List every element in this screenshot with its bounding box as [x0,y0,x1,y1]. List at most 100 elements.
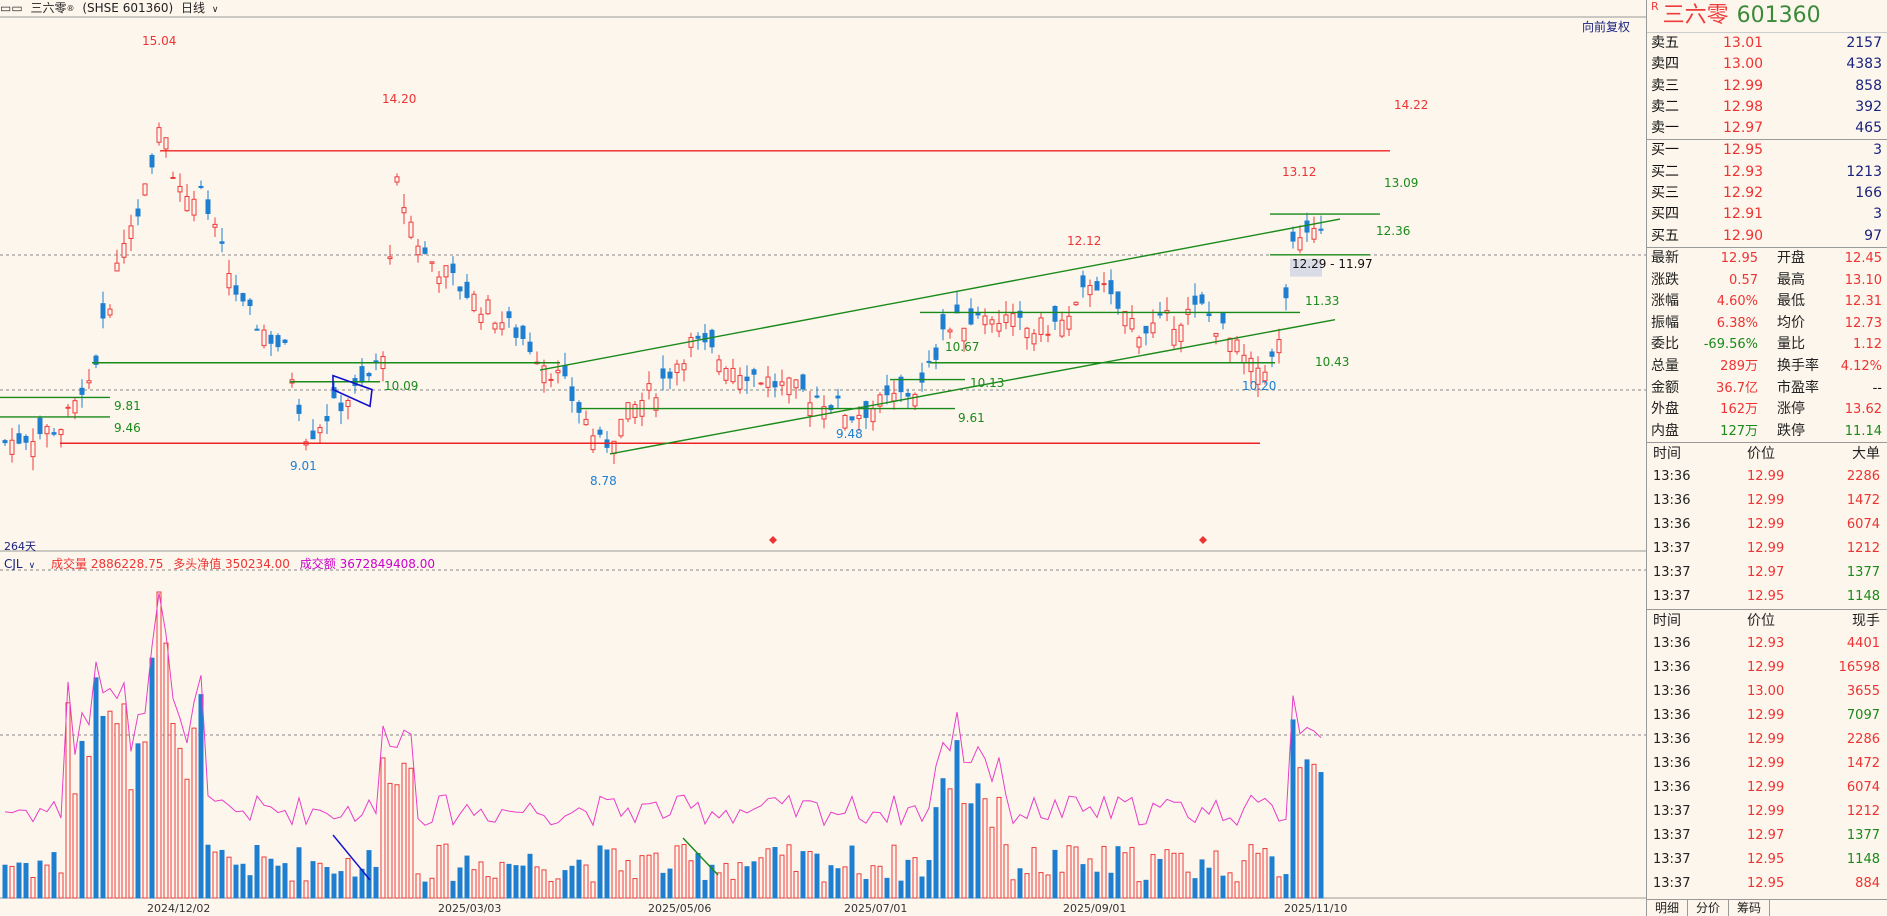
quote-value: 4.60% [1716,294,1758,310]
volume-bar-down [1290,719,1296,899]
sell-row[interactable]: 卖一 12.97 465 [1647,118,1887,139]
buy-row[interactable]: 买五 12.90 97 [1647,226,1887,247]
tick-row[interactable]: 13:37 12.99 1212 [1647,537,1887,561]
tick-row[interactable]: 13:36 12.99 16598 [1647,656,1887,680]
volume-bar-up [716,872,722,899]
chevron-down-icon: ∨ [209,5,219,15]
tick-row[interactable]: 13:37 12.97 1377 [1647,561,1887,585]
sell-row[interactable]: 卖四 13.00 4383 [1647,54,1887,75]
candle-up [982,315,988,326]
quote-row: 涨幅 4.60% 最低 12.31 [1647,291,1887,313]
tick-row[interactable]: 13:36 12.99 1472 [1647,489,1887,513]
buy-volume: 3 [1873,206,1882,223]
candle-up [723,368,729,381]
candle-up [1101,283,1107,286]
buy-row[interactable]: 买三 12.92 166 [1647,183,1887,204]
buy-row[interactable]: 买四 12.91 3 [1647,204,1887,225]
tick-row[interactable]: 13:37 12.95 1148 [1647,848,1887,872]
candle-down [660,368,666,379]
candle-down [233,285,239,295]
tick-row[interactable]: 13:37 12.97 1377 [1647,824,1887,848]
low-label: 8.78 [590,474,617,488]
stock-code: (SHSE 601360) [82,1,174,15]
sell-volume: 858 [1855,77,1882,94]
candle-up [44,425,50,435]
line-price-label: 10.43 [1315,355,1349,369]
volume-bar-down [359,868,365,899]
kline-chart-area[interactable]: 15.04 14.20 12.12 13.12 9.01 8.78 9.48 10.20 14.… [0,0,1646,916]
kline-chart-svg[interactable]: 15.04 14.20 12.12 13.12 9.01 8.78 9.48 10.20 14.… [0,0,1646,916]
volume-bar-up [1003,844,1009,899]
candle-down [51,432,57,435]
tick-row[interactable]: 13:36 12.93 4401 [1647,632,1887,656]
sell-row[interactable]: 卖五 13.01 2157 [1647,33,1887,54]
volume-bar-up [1045,874,1051,899]
tab-price-distribution[interactable]: 分价 [1688,900,1730,916]
volume-bar-up [128,789,134,899]
candle-up [9,439,15,455]
candle-down [863,401,869,418]
period-select[interactable]: 日线 ∨ [181,1,219,15]
tick-row[interactable]: 13:37 12.95 884 [1647,872,1887,896]
col-volume: 现手 [1852,613,1880,630]
tab-detail[interactable]: 明细 [1647,900,1689,916]
candle-down [1052,306,1058,322]
buy-price: 12.93 [1723,163,1764,180]
volume-bar-up [345,857,351,899]
tick-row[interactable]: 13:36 12.99 2286 [1647,728,1887,752]
volume-bar-up [499,861,505,899]
high-label: 12.12 [1067,234,1101,248]
candle-up [121,242,127,258]
date-label: 2025/07/01 [844,902,908,915]
tick-time: 13:37 [1653,828,1691,844]
sell-row[interactable]: 卖三 12.99 858 [1647,76,1887,97]
sell-label: 卖四 [1651,56,1679,73]
buy-row[interactable]: 买二 12.93 1213 [1647,162,1887,183]
candle-up [443,265,449,278]
candle-down [1115,291,1121,309]
volume-bar-down [373,866,379,899]
tick-time: 13:36 [1653,732,1691,748]
volume-bar-down [1206,867,1212,899]
volume-bar-up [618,870,624,899]
tick-price: 12.99 [1747,780,1785,796]
volume-bar-down [205,844,211,899]
restore-price-button[interactable]: 向前复权 [1582,20,1631,34]
indicator-select[interactable]: CJL ∨ [4,557,36,571]
quote-stats: 最新 12.95 开盘 12.45 涨跌 0.57 最高 13.10 涨幅 4.60% 最低 12.3… [1647,246,1887,442]
volume-bar-up [1171,852,1177,899]
tick-row[interactable]: 13:36 12.99 6074 [1647,776,1887,800]
buy-row[interactable]: 买一 12.95 3 [1647,139,1887,161]
sell-volume: 2157 [1846,35,1882,51]
tick-row[interactable]: 13:36 12.99 1472 [1647,752,1887,776]
tick-row[interactable]: 13:36 12.99 2286 [1647,465,1887,489]
volume-bar-down [331,873,337,899]
quote-value: 0.57 [1729,272,1758,288]
volume-bar-up [142,741,148,899]
quote-label: 委比 [1651,336,1679,353]
col-time: 时间 [1653,613,1681,630]
tick-row[interactable]: 13:37 12.95 1148 [1647,585,1887,609]
volume-bar-down [1143,879,1149,899]
tick-row[interactable]: 13:36 13.00 3655 [1647,680,1887,704]
candle-up [961,327,967,342]
sell-price: 12.99 [1723,77,1764,94]
tick-time: 13:36 [1653,756,1691,772]
tick-price: 12.99 [1747,541,1785,557]
tick-row[interactable]: 13:37 12.99 1212 [1647,800,1887,824]
sell-volume: 392 [1855,98,1882,115]
tab-chips[interactable]: 筹码 [1729,900,1771,916]
candle-up [86,380,92,384]
candle-up [163,137,169,150]
candle-down [79,387,85,395]
tick-row[interactable]: 13:36 12.99 6074 [1647,513,1887,537]
volume-bar-down [338,871,344,899]
volume-bar-up [478,861,484,899]
candle-up [786,377,792,396]
chart-layout-icon[interactable]: ▭▭ [0,1,23,15]
tick-row[interactable]: 13:36 12.99 7097 [1647,704,1887,728]
sell-row[interactable]: 卖二 12.98 392 [1647,97,1887,118]
tick-price: 12.99 [1747,469,1785,485]
quote-label: 开盘 [1777,249,1805,266]
candle-up [653,397,659,411]
